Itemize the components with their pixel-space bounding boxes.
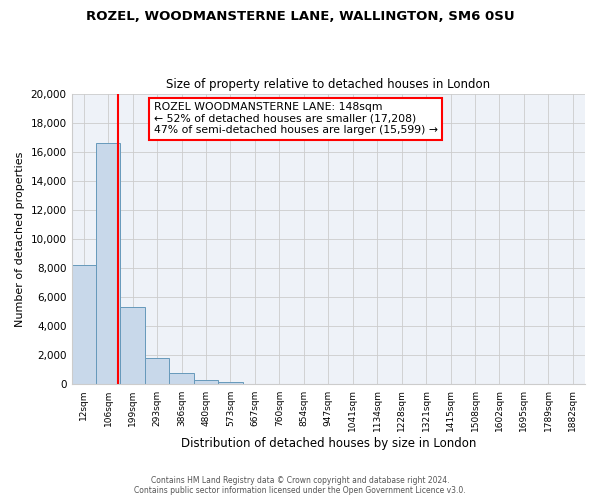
Bar [194, 380, 218, 384]
Bar [218, 382, 242, 384]
Text: ROZEL WOODMANSTERNE LANE: 148sqm
← 52% of detached houses are smaller (17,208)
4: ROZEL WOODMANSTERNE LANE: 148sqm ← 52% o… [154, 102, 437, 136]
X-axis label: Distribution of detached houses by size in London: Distribution of detached houses by size … [181, 437, 476, 450]
Bar [71, 265, 96, 384]
Y-axis label: Number of detached properties: Number of detached properties [15, 152, 25, 326]
Text: ROZEL, WOODMANSTERNE LANE, WALLINGTON, SM6 0SU: ROZEL, WOODMANSTERNE LANE, WALLINGTON, S… [86, 10, 514, 23]
Text: Contains HM Land Registry data © Crown copyright and database right 2024.
Contai: Contains HM Land Registry data © Crown c… [134, 476, 466, 495]
Title: Size of property relative to detached houses in London: Size of property relative to detached ho… [166, 78, 490, 91]
Bar [121, 308, 145, 384]
Bar [145, 358, 169, 384]
Bar [169, 373, 194, 384]
Bar [96, 143, 121, 384]
